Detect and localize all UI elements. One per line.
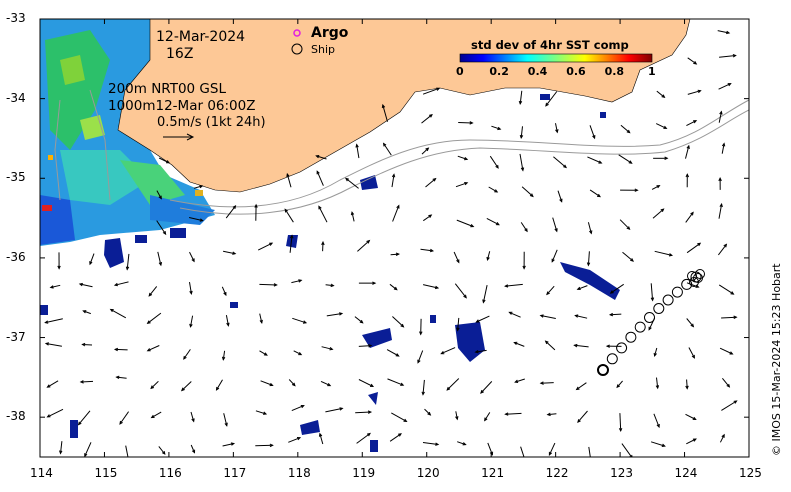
x-tick-label: 116 (158, 466, 182, 480)
colorbar (459, 53, 653, 63)
colorbar-tick-label: 0.8 (604, 65, 625, 78)
credit-text: © IMOS 15-Mar-2024 15:23 Hobart (770, 263, 783, 456)
x-tick-label: 119 (352, 466, 376, 480)
argo-marker (293, 29, 301, 37)
colorbar-tick-label: 0 (456, 65, 464, 78)
isobaths (54, 89, 749, 215)
sst-stddev-swath (40, 19, 215, 246)
x-tick-label: 123 (610, 466, 633, 480)
y-tick-label: -38 (6, 409, 26, 424)
x-tick-label: 118 (287, 466, 311, 480)
colorbar-tick-label: 0.2 (489, 65, 509, 78)
x-tick-label: 125 (739, 466, 762, 480)
x-tick-label: 122 (545, 466, 569, 480)
low-value-patches (40, 94, 620, 452)
x-tick-label: 121 (481, 466, 505, 480)
x-tick-label: 117 (223, 466, 247, 480)
map-date: 12-Mar-2024 (156, 29, 246, 45)
axis-ticks (39, 18, 750, 457)
colorbar-tick-label: 0.6 (566, 65, 586, 78)
x-tick-label: 115 (94, 466, 118, 480)
vector-scale-arrow (163, 133, 195, 141)
colorbar-tick-label: 1 (648, 65, 656, 78)
x-tick-label: 124 (674, 466, 698, 480)
colorbar-title: std dev of 4hr SST comp (471, 38, 629, 52)
x-tick-label: 114 (30, 466, 53, 480)
ship-track (597, 269, 705, 376)
y-tick-label: -34 (6, 90, 26, 105)
y-tick-label: -36 (6, 249, 26, 264)
current-vectors (44, 30, 738, 457)
ship-marker (291, 43, 303, 55)
legend-ship-label: Ship (311, 43, 335, 56)
plot-frame (39, 18, 750, 458)
y-tick-label: -35 (6, 170, 26, 185)
map-hour: 16Z (166, 46, 194, 62)
legend-argo-label: Argo (311, 25, 349, 41)
isobath-label-1000m: 1000m12-Mar 06:00Z (108, 98, 256, 114)
colorbar-tick-label: 0.4 (527, 65, 548, 78)
y-tick-label: -37 (6, 329, 26, 344)
x-tick-label: 120 (416, 466, 440, 480)
y-tick-label: -33 (6, 11, 26, 25)
isobath-label-200m: 200m NRT00 GSL (108, 81, 226, 97)
vector-scale-label: 0.5m/s (1kt 24h) (157, 115, 266, 130)
